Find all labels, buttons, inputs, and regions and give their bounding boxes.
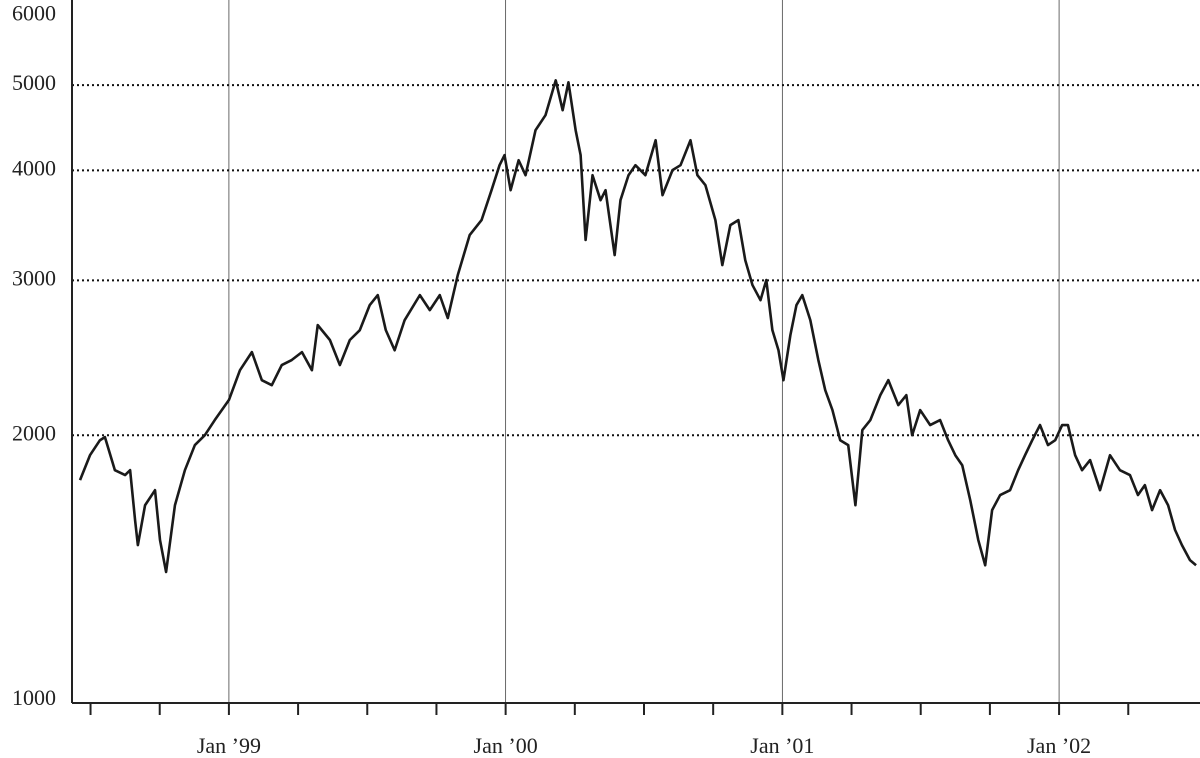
y-tick-label: 6000 (12, 1, 56, 26)
x-tick-label: Jan ’00 (474, 733, 538, 758)
line (78, 79, 1197, 574)
x-tick-label: Jan ’99 (197, 733, 261, 758)
y-tick-label: 4000 (12, 155, 56, 180)
y-tick-label: 2000 (12, 420, 56, 445)
y-tick-label: 1000 (12, 685, 56, 710)
x-tick-label: Jan ’02 (1027, 733, 1091, 758)
y-tick-label: 3000 (12, 265, 56, 290)
x-tick-label: Jan ’01 (750, 733, 814, 758)
y-tick-label: 5000 (12, 70, 56, 95)
